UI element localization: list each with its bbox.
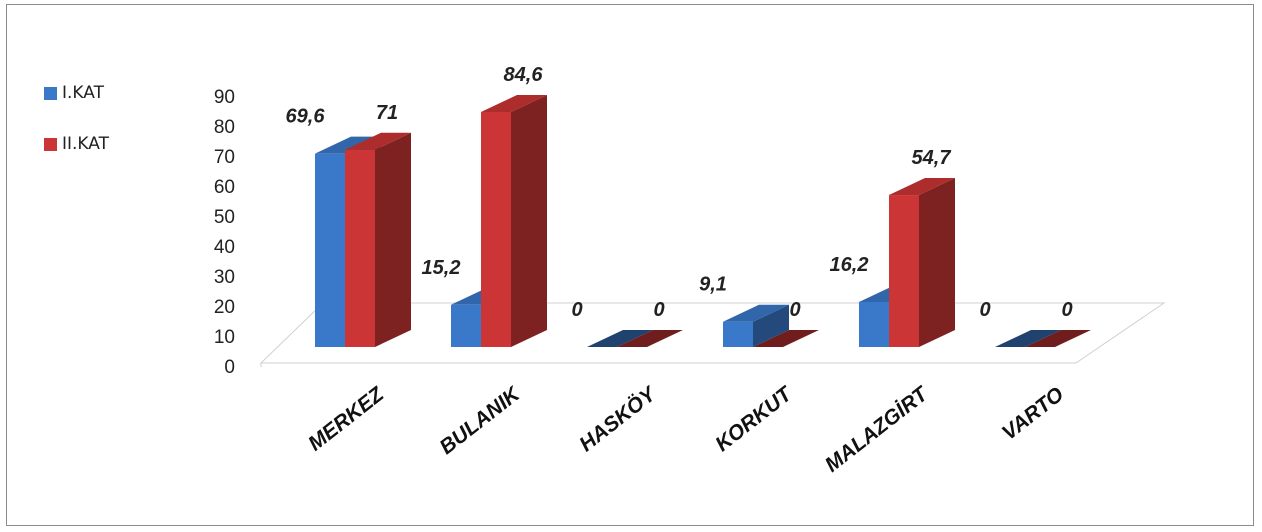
bar-front [315,153,345,347]
data-label: 84,6 [504,64,544,86]
bar-front [481,112,511,347]
category-label: MALAZGİRT [821,381,934,476]
bar-top [481,95,547,112]
bar-side [753,304,789,347]
data-label: 16,2 [830,254,869,276]
category-label: KORKUT [711,381,798,456]
data-label: 0 [789,299,800,321]
bar-1-3 [723,304,789,347]
bar-front [451,304,481,347]
data-label: 54,7 [912,147,952,169]
legend-swatch-series-2 [44,137,57,151]
data-label: 0 [979,299,990,321]
bar-front [859,302,889,347]
category-label: VARTO [998,383,1068,445]
y-tick-label: 10 [214,327,235,348]
bar-zero-slab [995,330,1061,347]
data-label: 71 [376,102,398,124]
bar-2-5 [1025,330,1091,347]
y-tick-label: 40 [214,237,235,258]
chart-svg: 0 10 20 30 40 50 60 70 80 90 69,6 71 MERKEZ 15,2 84,6 B… [214,64,1166,477]
y-tick-label: 20 [214,297,235,318]
legend-label-series-2: II.KAT [62,134,109,154]
bar-zero-slab [617,330,683,347]
data-label: 69,6 [286,106,326,128]
y-tick-label: 80 [214,117,235,138]
bar-top [889,178,955,196]
bar-zero-slab [1025,330,1091,347]
bar-2-3 [753,330,819,347]
bar-2-2 [617,330,683,347]
bar-side [511,95,547,347]
bar-top [723,304,789,322]
y-tick-label: 70 [214,147,235,168]
legend-swatch-series-1 [44,86,57,100]
data-label: 0 [1061,299,1072,321]
bar-side [375,132,411,347]
category-label: BULANIK [435,382,525,459]
category-label: HASKÖY [575,382,662,457]
legend-label-series-1: I.KAT [62,83,104,103]
legend-item-series-2: II.KAT [44,134,109,154]
category-label: MERKEZ [304,382,389,455]
y-tick-label: 0 [224,357,235,378]
bar-zero-slab [587,330,653,347]
bar-side [919,178,955,347]
y-tick-label: 60 [214,177,235,198]
chart-frame: I.KAT II.KAT 0 10 20 30 40 50 60 70 80 90 69,6 71 ME… [6,4,1254,526]
bar-1-5 [995,330,1061,347]
data-label: 0 [571,299,582,321]
data-label: 15,2 [422,257,461,279]
y-tick-label: 30 [214,267,235,288]
data-label: 0 [653,299,664,321]
bar-top [345,132,411,150]
bar-front [723,321,753,347]
bar-1-2 [587,330,653,347]
y-tick-label: 90 [214,87,235,108]
bar-2-0 [345,132,411,347]
bar-2-1 [481,95,547,347]
bar-zero-slab [753,330,819,347]
bar-2-4 [889,178,955,347]
bar-front [889,195,919,347]
bar-front [345,149,375,347]
legend-item-series-1: I.KAT [44,83,104,103]
data-label: 9,1 [699,274,727,296]
y-tick-label: 50 [214,207,235,228]
